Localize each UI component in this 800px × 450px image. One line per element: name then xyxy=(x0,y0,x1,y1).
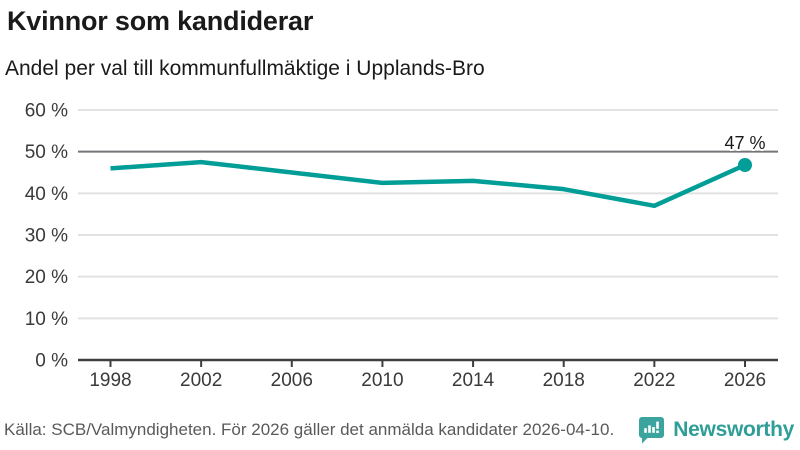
y-axis-tick-label: 20 % xyxy=(25,267,68,288)
x-axis-tick-label: 2022 xyxy=(633,370,675,391)
logo-exclamation-dot xyxy=(656,430,660,433)
data-line-series xyxy=(110,159,746,209)
data-point-label: 47 % xyxy=(724,133,765,153)
page-subtitle: Andel per val till kommunfullmäktige i U… xyxy=(5,57,485,80)
x-axis-tick-label: 2010 xyxy=(361,370,403,391)
page-title: Kvinnor som kandiderar xyxy=(7,6,314,36)
logo-bar-1 xyxy=(644,428,648,433)
y-axis-tick-label: 40 % xyxy=(25,184,68,205)
x-axis-tick-label: 2026 xyxy=(724,370,766,391)
x-axis-tick-label: 2002 xyxy=(180,370,222,391)
brand-name: Newsworthy xyxy=(673,418,794,441)
x-axis-tick-label: 2014 xyxy=(452,370,495,391)
footer: Källa: SCB/Valmyndigheten. För 2026 gäll… xyxy=(4,415,794,445)
y-axis-tick-label: 10 % xyxy=(25,309,68,330)
logo-bar-2 xyxy=(648,425,652,433)
source-note: Källa: SCB/Valmyndigheten. För 2026 gäll… xyxy=(4,420,615,439)
logo-bar-3 xyxy=(652,427,656,433)
x-axis-tick-label: 1998 xyxy=(89,370,131,391)
x-axis-tick-label: 2006 xyxy=(271,370,313,391)
x-axis-tick-label: 2018 xyxy=(543,370,585,391)
y-axis-tick-label: 60 % xyxy=(25,101,68,122)
data-point-marker xyxy=(738,158,752,172)
newsworthy-logo-icon xyxy=(639,417,665,444)
y-axis-tick-label: 50 % xyxy=(25,142,68,163)
brand-block: Newsworthy xyxy=(638,416,794,444)
y-axis-tick-label: 0 % xyxy=(35,351,68,372)
logo-exclamation-stem xyxy=(656,421,660,429)
logo-bubble xyxy=(639,417,665,444)
y-axis-tick-label: 30 % xyxy=(25,226,68,247)
